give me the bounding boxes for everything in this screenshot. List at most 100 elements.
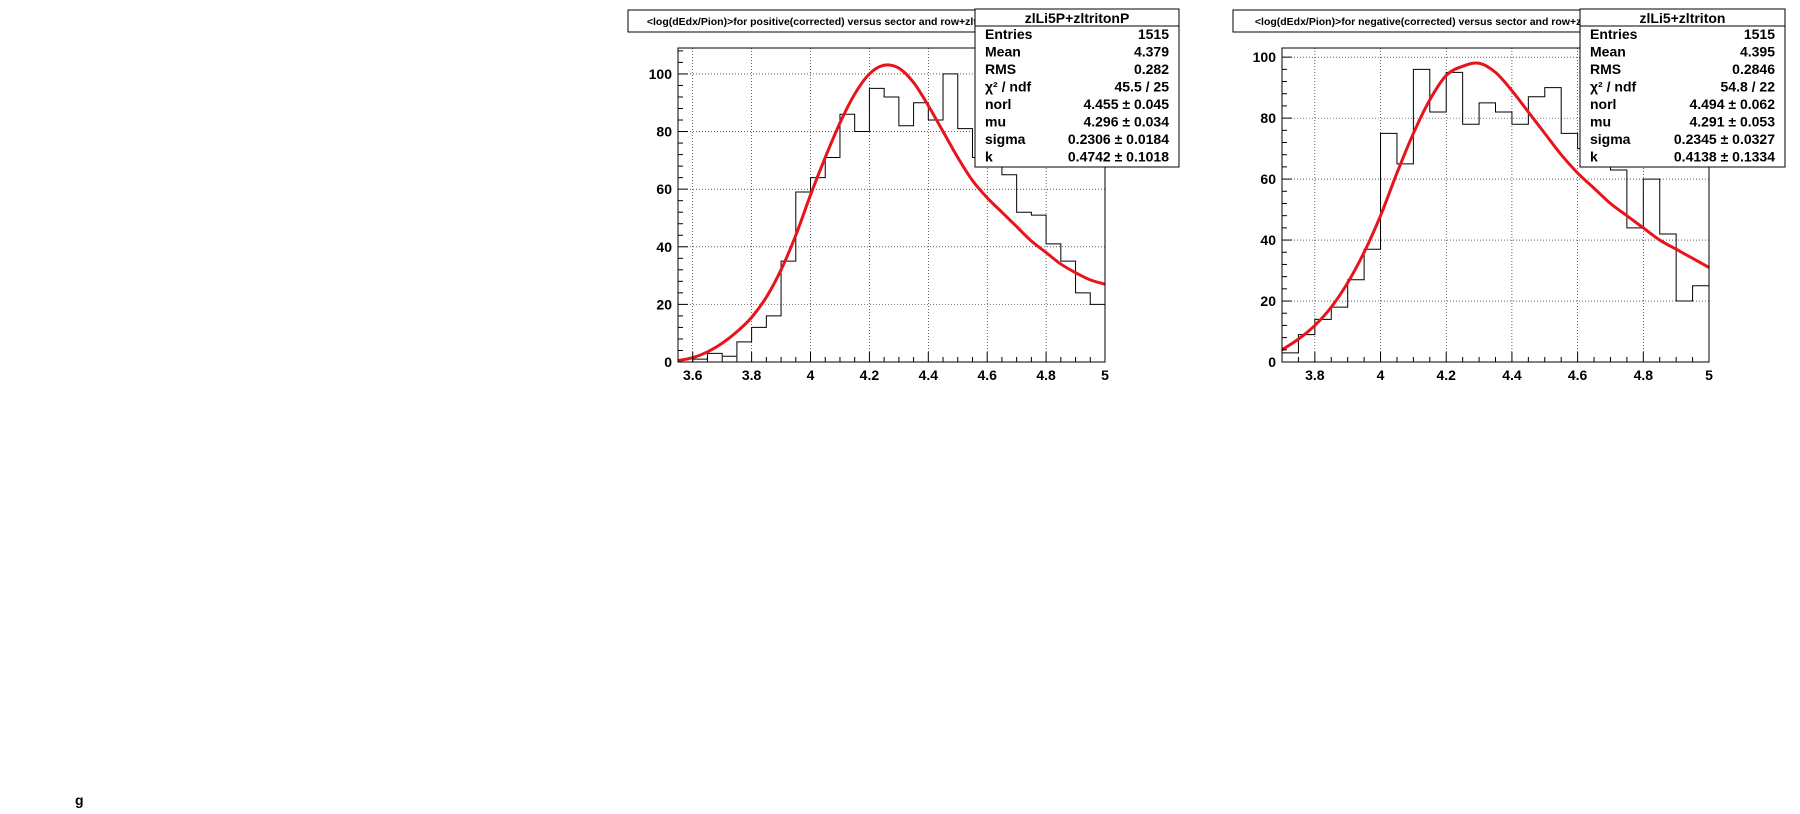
histogram-bin [1061,261,1076,362]
chart-title: <log(dEdx/Pion)>for negative(corrected) … [1255,16,1611,28]
stats-title: zlLi5+zltriton [1640,10,1726,26]
histogram-bin [752,327,767,362]
y-tick-label: 40 [1260,232,1276,248]
x-tick-label: 4.2 [860,367,880,383]
histogram-series [1281,68,1709,362]
x-tick-label: 4 [1377,367,1385,383]
stats-row-value: 54.8 / 22 [1721,79,1776,95]
histogram-bin [1002,175,1017,362]
stats-row-label: χ² / ndf [1590,79,1636,95]
stats-row-label: Mean [1590,44,1626,60]
stats-row-label: Mean [985,44,1021,60]
histogram-bin [1348,280,1364,362]
histogram-bin [1364,249,1380,362]
histogram-bin [1627,228,1643,362]
y-tick-label: 0 [664,354,672,370]
x-tick-label: 4.6 [1568,367,1588,383]
histogram-bin [1331,307,1347,362]
stats-row-value: 4.291 ± 0.053 [1689,114,1775,130]
stats-row-value: 0.2345 ± 0.0327 [1674,131,1775,147]
x-tick-label: 4.8 [1036,367,1056,383]
x-tick-label: 3.6 [683,367,703,383]
y-tick-label: 80 [1260,110,1276,126]
stats-row-label: RMS [985,61,1016,77]
histogram-bin [1397,164,1413,362]
histogram-bin [1031,215,1046,362]
histogram-bin [737,342,752,362]
stats-box [974,8,1180,168]
histogram-bin [1693,286,1709,362]
histogram-bin [1660,234,1676,362]
x-tick-label: 4 [807,367,815,383]
x-tick-label: 4.4 [1502,367,1522,383]
histogram-bin [1676,301,1692,362]
histogram-bin [1496,112,1512,362]
y-tick-label: 100 [649,66,673,82]
x-tick-label: 3.8 [1305,367,1325,383]
histogram-panel-positive: 3.6 3.8 4 4.2 4.4 4.6 4.8 5 0 20 40 60 80 100 <log(dEd… [627,8,1180,383]
histogram-bin [1561,133,1577,362]
histogram-bin [1076,293,1091,362]
y-tick-label: 20 [1260,293,1276,309]
y-tick-label: 60 [656,181,672,197]
histogram-bin [1282,353,1298,362]
fit-curve [1281,61,1710,352]
histogram-bin [987,160,1002,362]
histogram-bin [1090,304,1105,362]
stats-row-label: sigma [1590,131,1631,147]
stats-row-label: norl [1590,96,1616,112]
stats-row-value: 4.455 ± 0.045 [1083,96,1169,112]
stats-row-value: 0.4742 ± 0.1018 [1068,149,1169,165]
x-tick-label: 5 [1101,367,1109,383]
x-tick-label: 4.4 [919,367,939,383]
histogram-bin [1545,88,1561,362]
plot-frame [677,47,1106,363]
x-tick-label: 4.2 [1436,367,1456,383]
stats-row-value: 0.2306 ± 0.0184 [1068,131,1169,147]
stats-row-value: 4.296 ± 0.034 [1083,114,1169,130]
corner-glyph: g [75,792,84,808]
stats-row-label: mu [1590,114,1611,130]
histogram-bin [722,356,737,362]
y-tick-label: 60 [1260,171,1276,187]
histogram-bin [1381,133,1397,362]
stats-row-value: 4.494 ± 0.062 [1689,96,1775,112]
y-tick-label: 100 [1253,49,1277,65]
stats-row-label: Entries [985,26,1033,42]
stats-row-value: 0.282 [1134,61,1169,77]
histogram-bin [1512,124,1528,362]
stats-row-value: 45.5 / 25 [1115,79,1170,95]
fit-curve [677,63,1106,363]
histogram-bin [943,74,958,362]
stats-row-value: 1515 [1744,26,1775,42]
histogram-bin [1315,319,1331,362]
stats-row-label: k [1590,149,1598,165]
histogram-bin [899,126,914,362]
stats-row-label: χ² / ndf [985,79,1031,95]
histogram-bin [1430,112,1446,362]
histogram-bin [1528,97,1544,362]
stats-row-value: 4.395 [1740,44,1775,60]
histogram-bin [825,157,840,362]
x-tick-label: 4.8 [1634,367,1654,383]
chart-title: <log(dEdx/Pion)>for positive(corrected) … [647,16,1007,28]
histogram-bin [1479,103,1495,362]
histogram-panel-negative: 3.8 4 4.2 4.4 4.6 4.8 5 0 20 40 60 80 100 <log(dEdx/P… [1232,8,1786,383]
histogram-bin [1446,72,1462,362]
stats-row-value: 4.379 [1134,44,1169,60]
stats-row-label: Entries [1590,26,1638,42]
stats-row-value: 0.4138 ± 0.1334 [1674,149,1775,165]
histogram-bin [855,132,870,362]
stats-box [1579,8,1786,168]
x-tick-label: 5 [1705,367,1713,383]
stats-row-value: 1515 [1138,26,1169,42]
stats-row-label: norl [985,96,1011,112]
histogram-bin [766,316,781,362]
stats-row-label: mu [985,114,1006,130]
stats-row-value: 0.2846 [1732,61,1775,77]
histogram-bin [1643,179,1659,362]
y-tick-label: 80 [656,124,672,140]
x-tick-label: 4.6 [977,367,997,383]
x-tick-label: 3.8 [742,367,762,383]
